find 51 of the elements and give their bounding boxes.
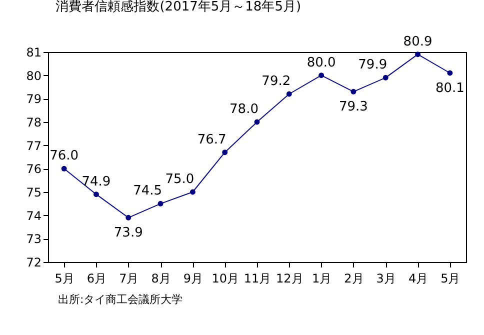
point (350, 88, 356, 94)
point (286, 91, 292, 97)
x-tick-label: 3月 (376, 272, 396, 286)
point (222, 150, 228, 156)
data-label: 74.5 (133, 184, 162, 199)
x-tick-label: 10月 (212, 272, 239, 286)
data-label: 74.9 (82, 174, 111, 190)
x-tick-label: 12月 (276, 272, 304, 286)
data-label: 79.9 (358, 58, 388, 73)
y-tick-label: 77 (26, 138, 42, 153)
data-label: 79.3 (338, 100, 368, 115)
point (254, 119, 260, 125)
x-tick-label: 6月 (86, 272, 107, 286)
y-tick-label: 76 (26, 162, 42, 176)
chart-title: 消費者信頼感指数(2017年5月～18年5月) (56, 0, 302, 14)
x-tick-label: 5月 (54, 272, 74, 286)
point (190, 189, 196, 195)
x-tick-label: 1月 (312, 272, 332, 286)
y-tick-label: 74 (26, 208, 42, 223)
data-label: 80.9 (403, 34, 432, 50)
x-tick-label: 7月 (119, 272, 139, 286)
data-label: 76.7 (197, 132, 226, 148)
y-tick-label: 75 (26, 186, 42, 200)
y-tick-label: 72 (26, 256, 42, 270)
x-tick-label: 9月 (183, 272, 204, 286)
data-label: 78.0 (230, 102, 258, 117)
y-tick-label: 73 (26, 232, 42, 246)
y-tick-label: 80 (26, 68, 42, 83)
y-tick-label: 79 (26, 92, 42, 106)
point (382, 74, 388, 80)
x-tick-label: 5月 (440, 272, 460, 286)
data-label: 80.0 (306, 55, 336, 70)
y-tick-label: 81 (26, 46, 42, 60)
data-label: 80.1 (435, 81, 464, 96)
point (318, 72, 324, 78)
point (447, 70, 453, 76)
data-label: 76.0 (50, 148, 79, 164)
point (93, 192, 99, 198)
point (158, 200, 164, 206)
point (61, 166, 67, 172)
data-label: 73.9 (114, 226, 143, 241)
data-label: 75.0 (165, 172, 194, 187)
x-tick-label: 4月 (408, 272, 428, 286)
y-tick-label: 78 (26, 116, 42, 130)
x-tick-label: 2月 (344, 272, 364, 286)
data-label: 79.2 (262, 74, 291, 89)
x-tick-label: 8月 (151, 272, 171, 286)
x-tick-label: 11月 (244, 272, 272, 286)
point (415, 52, 421, 58)
text: 出所:タイ商工会議所大学 (58, 293, 183, 306)
point (126, 214, 132, 220)
